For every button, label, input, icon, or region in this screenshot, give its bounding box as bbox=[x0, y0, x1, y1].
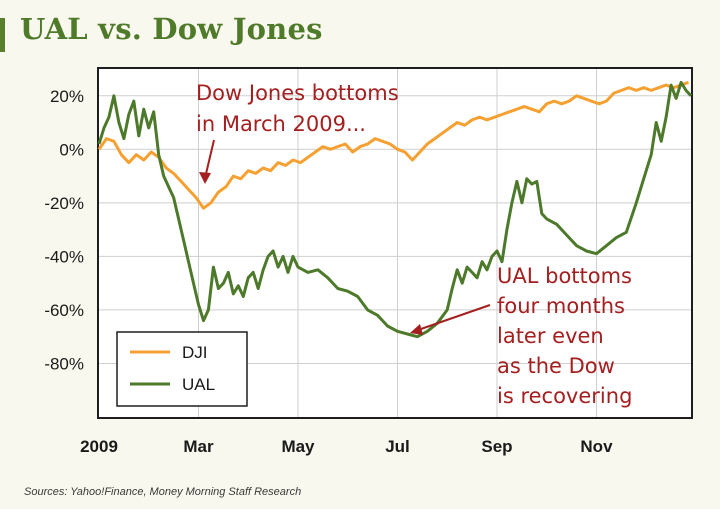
source-note: Sources: Yahoo!Finance, Money Morning St… bbox=[24, 486, 302, 498]
y-tick-label: -40% bbox=[44, 247, 84, 266]
y-axis-ticks: 20% 0% -20% -40% -60% -80% bbox=[44, 87, 84, 374]
x-tick-label: Sep bbox=[481, 437, 512, 456]
y-tick-label: 20% bbox=[50, 87, 84, 106]
y-tick-label: 0% bbox=[59, 140, 84, 159]
annotation-dow-line-2: in March 2009... bbox=[196, 112, 366, 136]
x-tick-label: 2009 bbox=[80, 437, 118, 456]
legend-ual-label: UAL bbox=[182, 375, 215, 394]
annotation-dow-arrowhead bbox=[199, 172, 211, 184]
annotation-ual-line-3: later even bbox=[497, 324, 604, 348]
legend-dji-label: DJI bbox=[182, 343, 208, 362]
x-axis-ticks: 2009 Mar May Jul Sep Nov bbox=[80, 437, 613, 456]
legend: DJI UAL bbox=[116, 331, 248, 407]
annotation-ual-line-4: as the Dow bbox=[497, 354, 615, 378]
title-accent-bar bbox=[0, 18, 5, 52]
annotation-ual-line-1: UAL bottoms bbox=[497, 264, 632, 288]
annotation-ual-arrow-line bbox=[417, 304, 491, 331]
annotation-dow-line-1: Dow Jones bottoms bbox=[196, 81, 399, 105]
annotation-dow-bottom: Dow Jones bottoms in March 2009... bbox=[196, 81, 399, 184]
x-tick-label: Jul bbox=[385, 437, 410, 456]
y-tick-label: -80% bbox=[44, 354, 84, 373]
series-line-dji bbox=[97, 80, 690, 210]
series-line-ual bbox=[97, 80, 693, 339]
annotation-ual-line-5: is recovering bbox=[497, 384, 632, 408]
x-tick-label: Nov bbox=[580, 437, 613, 456]
annotation-ual-arrowhead bbox=[410, 324, 423, 335]
x-tick-label: May bbox=[281, 437, 315, 456]
annotation-ual-line-2: four months bbox=[497, 294, 625, 318]
chart-title: UAL vs. Dow Jones bbox=[20, 12, 323, 46]
series-lines bbox=[97, 80, 693, 339]
y-tick-label: -60% bbox=[44, 301, 84, 320]
annotation-ual-bottom: UAL bottoms four months later even as th… bbox=[410, 264, 632, 408]
y-tick-label: -20% bbox=[44, 194, 84, 213]
x-tick-label: Mar bbox=[183, 437, 214, 456]
legend-box bbox=[116, 331, 248, 407]
annotation-dow-arrow-line bbox=[204, 139, 215, 179]
